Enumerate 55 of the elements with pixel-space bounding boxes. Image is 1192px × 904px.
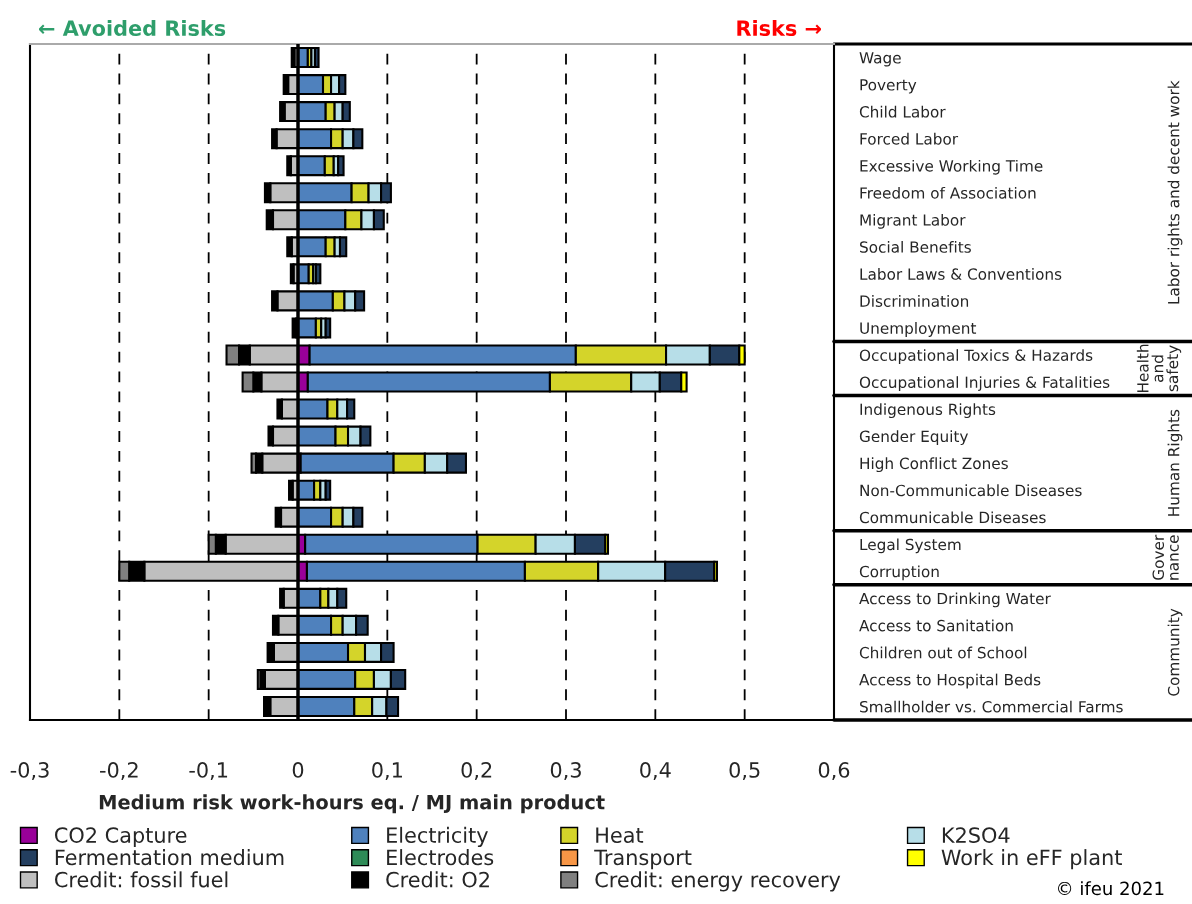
y-tick-label: Gender Equity bbox=[859, 430, 969, 446]
y-tick-label: Communicable Diseases bbox=[859, 511, 1046, 524]
y-tick-label: Social Benefits bbox=[860, 241, 971, 253]
y-tick-label: Access to Drinking Water bbox=[859, 592, 1051, 608]
legend-label: Credit: O2 bbox=[386, 871, 489, 888]
y-tick-label: Occupational Injuries & Fatalities bbox=[859, 376, 1110, 391]
text: Risks → bbox=[737, 19, 821, 37]
y-tick-label: Poverty bbox=[860, 79, 917, 94]
x-axis-title: Medium risk work-hours eq. / MJ main product bbox=[99, 794, 605, 814]
y-tick-label: Indigenous Rights bbox=[860, 403, 996, 419]
y-tick-label: Migrant Labor bbox=[860, 213, 966, 229]
y-tick-label: Wage bbox=[859, 52, 901, 67]
y-tick-label: Labor Laws & Conventions bbox=[860, 268, 1062, 280]
y-tick-label: Discrimination bbox=[860, 295, 969, 307]
legend-label: Fermentation medium bbox=[55, 849, 284, 866]
x-tick-label: -0,2 bbox=[100, 762, 138, 780]
y-tick-label: Child Labor bbox=[859, 105, 946, 118]
legend-label: Transport bbox=[594, 849, 692, 870]
legend-label: K2SO4 bbox=[942, 827, 1010, 843]
text: Community bbox=[1167, 608, 1183, 696]
x-tick-label: 0,4 bbox=[640, 762, 671, 780]
x-tick-label: 0 bbox=[292, 762, 304, 778]
text: Labor rights and decent work bbox=[1167, 80, 1183, 304]
y-tick-label: Children out of School bbox=[859, 646, 1027, 659]
y-tick-label: Smallholder vs. Commercial Farms bbox=[860, 700, 1123, 713]
y-tick-label: Corruption bbox=[859, 565, 939, 581]
legend-label: Electrodes bbox=[387, 849, 494, 866]
x-tick-label: 0,2 bbox=[461, 762, 492, 780]
legend-label: Electricity bbox=[387, 826, 488, 848]
x-tick-label: -0,1 bbox=[189, 762, 228, 780]
y-tick-label: Non-Communicable Diseases bbox=[860, 484, 1082, 497]
y-tick-label: Unemployment bbox=[860, 322, 977, 337]
text: Human Rights bbox=[1167, 409, 1183, 516]
legend-label: Heat bbox=[596, 827, 644, 843]
x-tick-label: 0,1 bbox=[372, 762, 402, 780]
legend-label: CO2 Capture bbox=[55, 827, 187, 848]
y-tick-label: Forced Labor bbox=[860, 132, 959, 145]
x-tick-label: 0,3 bbox=[550, 762, 581, 780]
x-tick-label: 0,6 bbox=[818, 762, 850, 780]
y-tick-label: Freedom of Association bbox=[860, 186, 1036, 199]
legend-label: Credit: energy recovery bbox=[595, 871, 841, 892]
text: Health and safety bbox=[1136, 344, 1182, 393]
legend-label: Credit: fossil fuel bbox=[55, 871, 228, 888]
x-tick-label: -0,3 bbox=[10, 762, 49, 780]
y-tick-label: Access to Hospital Beds bbox=[859, 673, 1041, 689]
text: ← Avoided Risks bbox=[39, 19, 226, 37]
y-tick-label: Excessive Working Time bbox=[860, 159, 1043, 175]
text: © ifeu 2021 bbox=[1058, 881, 1164, 896]
y-tick-label: Occupational Toxics & Hazards bbox=[859, 349, 1093, 364]
text: Gover nance bbox=[1152, 534, 1179, 580]
y-tick-label: Access to Sanitation bbox=[859, 619, 1013, 632]
y-tick-label: High Conflict Zones bbox=[860, 457, 1008, 473]
legend-label: Work in eFF plant bbox=[941, 849, 1122, 870]
y-tick-label: Legal System bbox=[860, 538, 961, 554]
x-tick-label: 0,5 bbox=[729, 762, 760, 780]
